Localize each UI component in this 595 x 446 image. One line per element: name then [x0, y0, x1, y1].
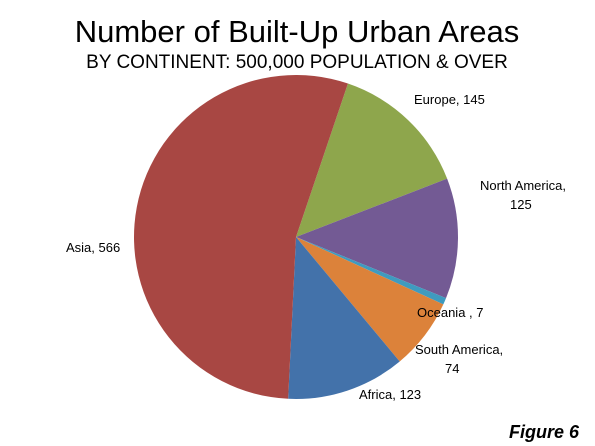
pie-slice — [296, 83, 448, 237]
pie-slice — [296, 237, 447, 305]
pie-slice — [133, 74, 348, 399]
pie-slice — [296, 178, 458, 299]
data-label: Asia, 566 — [66, 240, 120, 255]
data-label: North America, 125 — [480, 178, 566, 212]
pie-slice — [288, 237, 400, 399]
figure-label: Figure 6 — [509, 422, 580, 442]
data-label: Oceania , 7 — [417, 305, 484, 320]
pie-slice — [296, 237, 444, 362]
data-label: Europe, 145 — [414, 92, 485, 107]
chart-subtitle: BY CONTINENT: 500,000 POPULATION & OVER — [86, 52, 508, 73]
data-label: Africa, 123 — [359, 387, 421, 402]
data-label: South America, 74 — [415, 342, 503, 376]
chart-title: Number of Built-Up Urban Areas — [75, 14, 520, 49]
